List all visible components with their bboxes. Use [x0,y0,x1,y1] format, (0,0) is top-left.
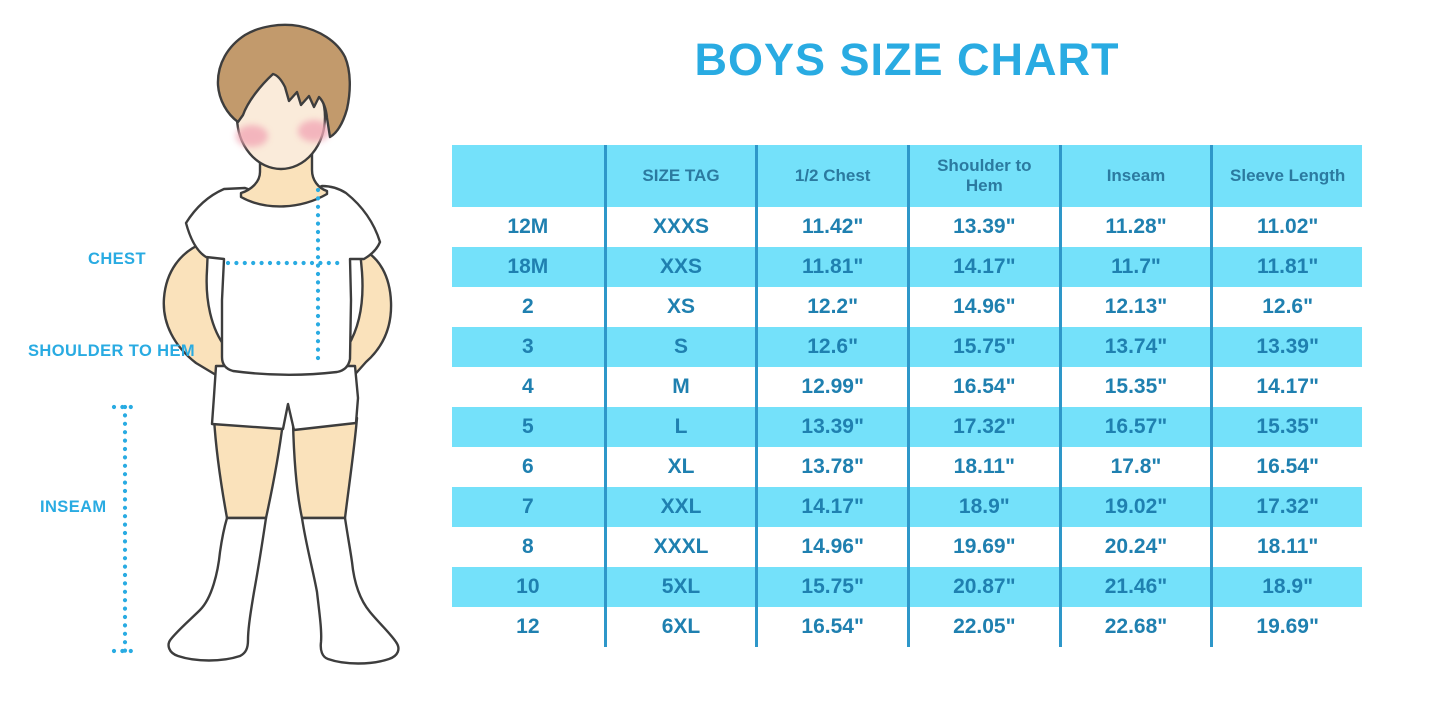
column-header-sleeve-length: Sleeve Length [1210,145,1362,207]
boy-illustration-svg [111,23,400,665]
right-arm [339,246,393,382]
left-arm [162,241,233,380]
table-cell: 11.81" [755,247,907,287]
table-cell: 7 [452,487,604,527]
table-cell: 6 [452,447,604,487]
table-cell: 22.05" [907,607,1059,647]
left-cheek-blush [236,125,268,147]
size-table: SIZE TAG 1/2 Chest Shoulder to Hem Inseam Sl… [452,145,1362,647]
left-leg [212,416,285,520]
table-cell: 19.02" [1058,487,1211,527]
page-title: BOYS SIZE CHART [694,34,1120,85]
table-cell: 4 [452,367,604,407]
inseam-label: INSEAM [40,498,107,516]
table-cell: 11.7" [1058,247,1211,287]
column-header-size [452,145,604,207]
table-cell: 8 [452,527,604,567]
table-cell: 13.39" [907,207,1059,247]
boy-figure-illustration: CHEST SHOULDER TO HEM INSEAM [0,0,450,723]
table-cell: 10 [452,567,604,607]
table-cell: 13.39" [755,407,907,447]
table-cell: 20.87" [907,567,1059,607]
table-cell: 12.13" [1058,287,1211,327]
table-cell: 16.57" [1058,407,1211,447]
right-cheek-blush [298,120,330,142]
table-cell: 14.17" [755,487,907,527]
table-cell: M [603,367,756,407]
table-cell: 12.6" [755,327,907,367]
table-cell: 14.17" [1210,367,1362,407]
table-cell: XXXS [603,207,756,247]
table-cell: 14.17" [907,247,1059,287]
table-cell: 5XL [603,567,756,607]
table-cell: 15.75" [755,567,907,607]
table-cell: 11.42" [755,207,907,247]
table-cell: 19.69" [907,527,1059,567]
table-cell: 19.69" [1210,607,1362,647]
table-cell: 12 [452,607,604,647]
shoulder-to-hem-label: SHOULDER TO HEM [28,342,196,360]
table-cell: 12M [452,207,604,247]
column-header-1-2-chest: 1/2 Chest [755,145,907,207]
right-sock [300,516,400,665]
table-cell: 17.32" [907,407,1059,447]
table-cell: 11.81" [1210,247,1362,287]
table-cell: 22.68" [1058,607,1211,647]
table-cell: XXL [603,487,756,527]
table-cell: 16.54" [755,607,907,647]
table-cell: 11.02" [1210,207,1362,247]
table-cell: 17.8" [1058,447,1211,487]
table-cell: 18.9" [1210,567,1362,607]
table-cell: 18.9" [907,487,1059,527]
table-cell: S [603,327,756,367]
table-cell: XL [603,447,756,487]
table-cell: 2 [452,287,604,327]
table-cell: 16.54" [1210,447,1362,487]
table-cell: 18M [452,247,604,287]
table-cell: 15.75" [907,327,1059,367]
shorts [210,364,360,432]
column-header-inseam: Inseam [1058,145,1211,207]
table-cell: XXS [603,247,756,287]
table-cell: 13.78" [755,447,907,487]
column-header-size-tag: SIZE TAG [603,145,756,207]
chest-label: CHEST [88,250,146,268]
table-cell: 3 [452,327,604,367]
right-leg [291,416,359,520]
column-header-shoulder-to-hem: Shoulder to Hem [907,145,1059,207]
table-cell: 13.39" [1210,327,1362,367]
table-cell: 12.2" [755,287,907,327]
table-cell: 20.24" [1058,527,1211,567]
table-cell: 6XL [603,607,756,647]
table-cell: L [603,407,756,447]
table-cell: 16.54" [907,367,1059,407]
table-cell: XS [603,287,756,327]
table-cell: 15.35" [1058,367,1211,407]
table-cell: 18.11" [1210,527,1362,567]
left-sock [167,516,268,662]
table-cell: 18.11" [907,447,1059,487]
table-cell: 14.96" [755,527,907,567]
hair [216,23,351,139]
table-cell: 5 [452,407,604,447]
table-cell: 21.46" [1058,567,1211,607]
table-cell: 12.99" [755,367,907,407]
table-cell: 12.6" [1210,287,1362,327]
table-cell: 17.32" [1210,487,1362,527]
table-cell: 14.96" [907,287,1059,327]
shirt [184,184,382,376]
table-cell: 13.74" [1058,327,1211,367]
table-cell: XXXL [603,527,756,567]
table-cell: 11.28" [1058,207,1211,247]
table-cell: 15.35" [1210,407,1362,447]
